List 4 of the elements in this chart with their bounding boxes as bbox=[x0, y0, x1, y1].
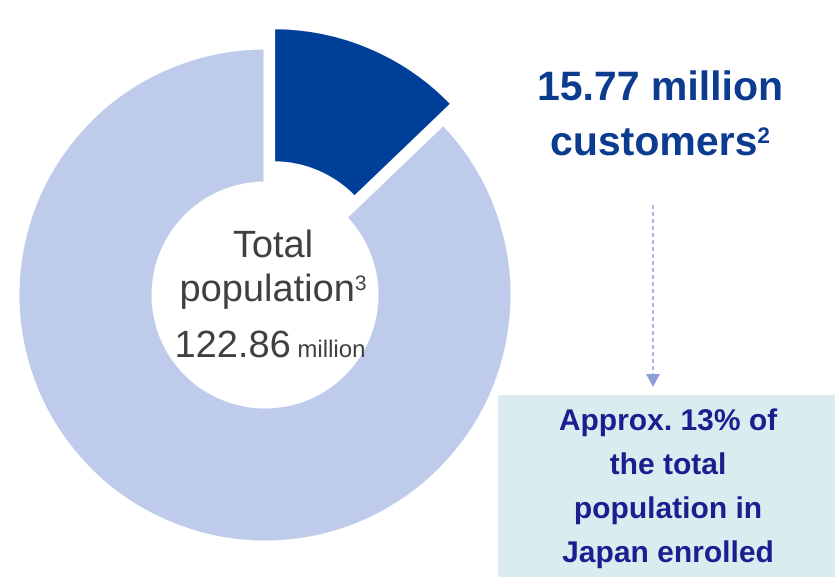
text: Total population$^{3}$ bbox=[179, 224, 367, 310]
text: 122.86 million bbox=[174, 324, 366, 366]
text: 15.77 million customers$^{2}$ bbox=[536, 63, 784, 164]
text: Approx. 13% of the total population in Japan enrolled bbox=[558, 404, 778, 569]
